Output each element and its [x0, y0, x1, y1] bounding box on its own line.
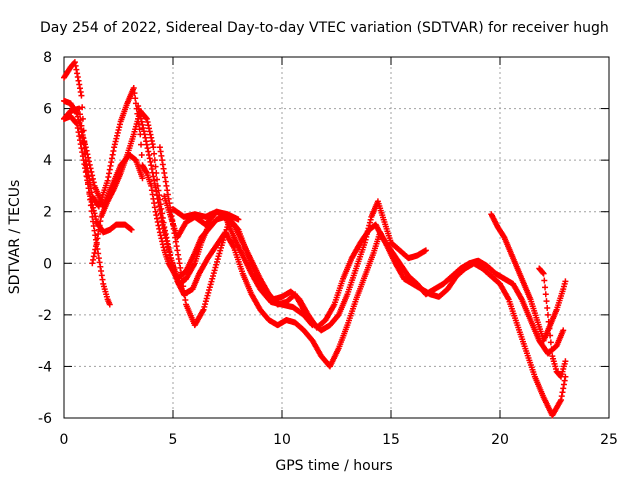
series-arc — [61, 113, 135, 236]
data-point — [138, 141, 145, 148]
data-point — [130, 84, 137, 91]
data-point — [548, 346, 555, 353]
data-point — [543, 298, 550, 305]
data-point — [202, 298, 209, 305]
data-point — [562, 278, 569, 285]
series-arc — [89, 108, 429, 334]
data-point — [79, 134, 86, 141]
data-point — [541, 277, 548, 284]
data-point — [207, 281, 214, 288]
data-point — [235, 216, 242, 223]
data-point — [151, 150, 158, 157]
data-point — [206, 287, 213, 294]
data-point — [78, 122, 85, 129]
y-tick-label: -2 — [38, 308, 52, 324]
data-point — [213, 261, 220, 268]
data-point — [205, 289, 212, 296]
data-point — [76, 111, 83, 118]
data-point — [214, 256, 221, 263]
data-point — [80, 139, 87, 146]
x-axis-label: GPS time / hours — [275, 458, 392, 474]
series-arc — [156, 144, 567, 357]
data-point — [202, 301, 209, 308]
y-tick-label: 2 — [43, 205, 52, 221]
y-tick-label: 8 — [43, 50, 52, 66]
data-point — [203, 295, 210, 302]
data-point — [213, 258, 220, 265]
data-point — [150, 144, 157, 151]
data-point — [545, 318, 552, 325]
x-tick-label: 25 — [600, 432, 618, 448]
data-point — [152, 163, 159, 170]
data-point — [204, 292, 211, 299]
data-point — [89, 175, 96, 182]
data-points — [61, 59, 569, 419]
data-point — [540, 270, 547, 277]
data-point — [215, 253, 222, 260]
data-point — [211, 267, 218, 274]
y-axis-label: SDTVAR / TECUs — [7, 180, 23, 295]
data-point — [544, 304, 551, 311]
data-point — [422, 247, 429, 254]
y-tick-label: 6 — [43, 102, 52, 118]
data-point — [89, 172, 96, 179]
data-point — [78, 92, 85, 99]
data-point — [547, 332, 554, 339]
x-tick-label: 20 — [491, 432, 509, 448]
data-point — [206, 284, 213, 291]
data-point — [542, 291, 549, 298]
data-point — [139, 175, 146, 182]
grid-lines — [64, 57, 609, 418]
data-point — [132, 95, 139, 102]
data-point — [131, 90, 138, 97]
y-tick-label: -4 — [38, 359, 52, 375]
data-point — [151, 157, 158, 164]
y-tick-label: 4 — [43, 153, 52, 169]
data-point — [547, 339, 554, 346]
data-point — [201, 303, 208, 310]
data-point — [210, 272, 217, 279]
data-point — [210, 270, 217, 277]
x-tick-label: 5 — [169, 432, 178, 448]
data-point — [200, 306, 207, 313]
plot-frame — [63, 56, 610, 419]
data-point — [546, 325, 553, 332]
data-point — [234, 225, 241, 232]
data-point — [562, 358, 569, 365]
data-point — [544, 311, 551, 318]
data-point — [138, 151, 145, 158]
data-point — [212, 264, 219, 271]
data-point — [128, 226, 135, 233]
x-tick-label: 10 — [273, 432, 291, 448]
x-tick-label: 15 — [382, 432, 400, 448]
x-tick-label: 0 — [60, 432, 69, 448]
series-arc — [536, 265, 569, 380]
data-point — [106, 301, 113, 308]
data-point — [90, 179, 97, 186]
data-point — [542, 284, 549, 291]
y-tick-label: -6 — [38, 411, 52, 427]
data-point — [76, 105, 83, 112]
series-arc — [170, 206, 242, 223]
axis-ticks: -6 -4 -2 0 2 4 6 8 0 5 10 15 20 25 — [38, 50, 618, 448]
data-point — [208, 278, 215, 285]
data-point — [309, 322, 316, 329]
data-point — [209, 275, 216, 282]
data-point — [308, 321, 315, 328]
y-tick-label: 0 — [43, 256, 52, 272]
data-point — [560, 327, 567, 334]
chart-title: Day 254 of 2022, Sidereal Day-to-day VTE… — [40, 20, 609, 36]
data-point — [77, 117, 84, 124]
data-point — [217, 247, 224, 254]
series-arc — [488, 211, 569, 344]
data-point — [216, 250, 223, 257]
